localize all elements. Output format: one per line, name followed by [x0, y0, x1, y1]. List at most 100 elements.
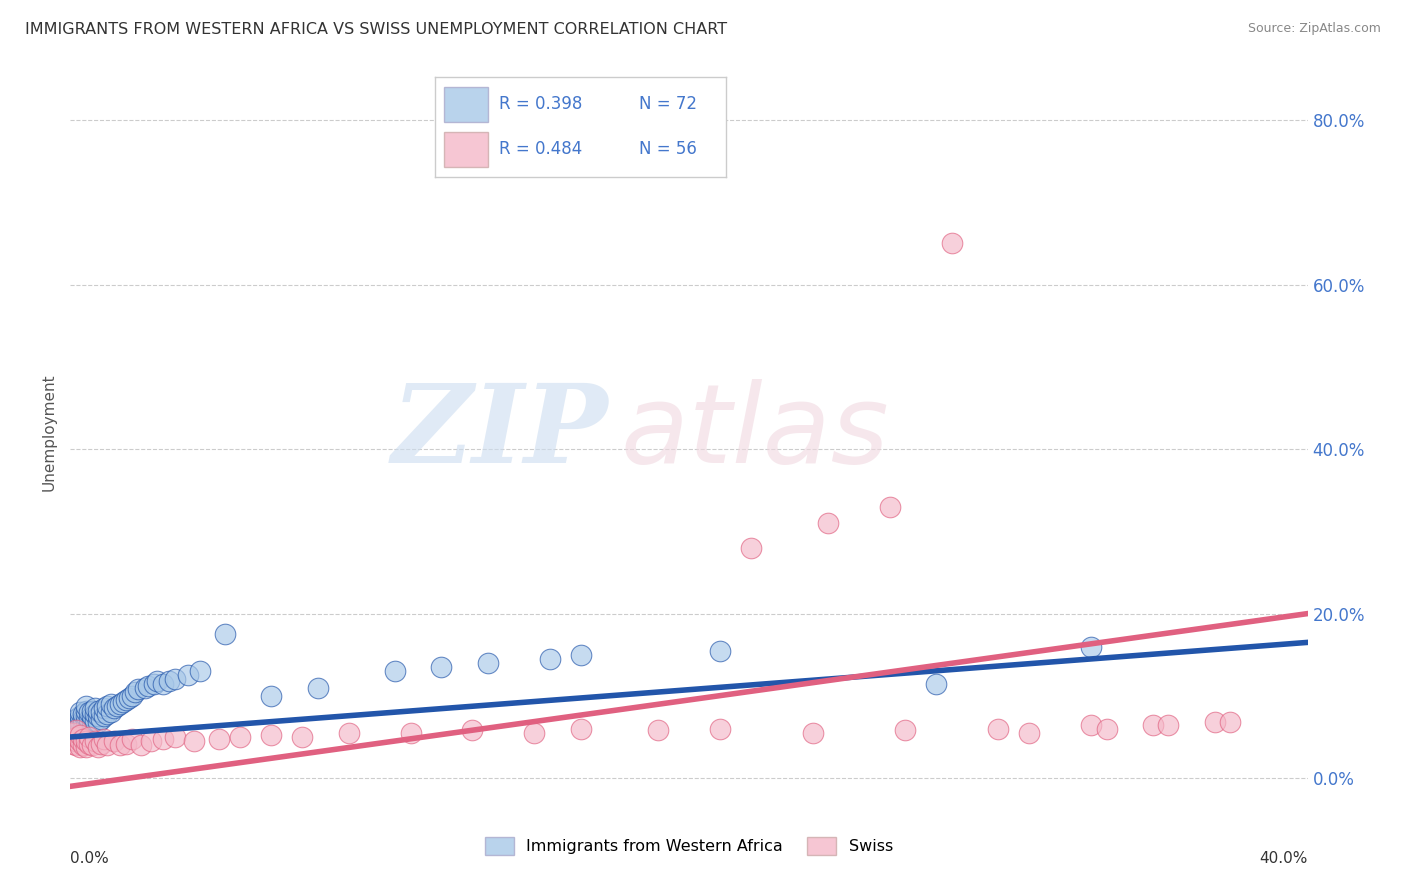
Point	[65, 734, 87, 748]
Point	[72, 738, 94, 752]
Point	[879, 500, 901, 514]
Point	[77, 717, 100, 731]
Point	[121, 689, 143, 703]
Point	[93, 701, 115, 715]
Point	[93, 731, 115, 746]
Point	[84, 701, 107, 715]
Point	[111, 695, 134, 709]
Point	[65, 715, 87, 730]
Point	[165, 730, 187, 744]
Text: atlas: atlas	[621, 379, 890, 486]
Point	[1080, 717, 1102, 731]
Point	[152, 676, 174, 690]
Point	[72, 706, 94, 721]
Point	[987, 722, 1010, 736]
Point	[65, 723, 87, 738]
Point	[84, 714, 107, 728]
Point	[87, 704, 110, 718]
Point	[62, 722, 84, 736]
Point	[80, 709, 103, 723]
Point	[103, 701, 125, 715]
Point	[1080, 640, 1102, 654]
Point	[80, 738, 103, 752]
Point	[709, 643, 731, 657]
Point	[93, 709, 115, 723]
Point	[647, 723, 669, 738]
Point	[941, 236, 963, 251]
Point	[80, 715, 103, 730]
Point	[84, 706, 107, 721]
Point	[115, 737, 138, 751]
Legend: Immigrants from Western Africa, Swiss: Immigrants from Western Africa, Swiss	[478, 830, 900, 862]
Point	[87, 715, 110, 730]
Text: Source: ZipAtlas.com: Source: ZipAtlas.com	[1247, 22, 1381, 36]
Point	[100, 697, 122, 711]
Point	[139, 734, 162, 748]
Point	[208, 731, 231, 746]
Point	[214, 627, 236, 641]
Point	[77, 706, 100, 720]
Point	[72, 731, 94, 746]
Point	[62, 717, 84, 731]
Point	[65, 730, 87, 744]
Point	[165, 673, 187, 687]
Point	[75, 715, 97, 730]
Point	[65, 723, 87, 738]
Point	[65, 730, 87, 744]
Point	[127, 682, 149, 697]
Point	[260, 728, 283, 742]
Point	[65, 720, 87, 734]
Point	[69, 709, 91, 723]
Point	[90, 706, 112, 720]
Point	[87, 739, 110, 754]
Point	[229, 730, 252, 744]
Point	[337, 726, 360, 740]
Point	[84, 734, 107, 748]
Point	[69, 717, 91, 731]
Point	[72, 712, 94, 726]
Point	[75, 720, 97, 734]
Point	[103, 734, 125, 748]
Point	[523, 726, 546, 740]
Point	[100, 706, 122, 720]
Point	[177, 668, 200, 682]
Point	[65, 738, 87, 752]
Point	[1204, 715, 1226, 730]
Point	[817, 516, 839, 530]
Point	[569, 722, 592, 736]
Point	[307, 681, 329, 695]
Point	[69, 739, 91, 754]
Point	[62, 731, 84, 746]
Point	[1157, 717, 1180, 731]
Point	[108, 738, 131, 752]
Point	[188, 664, 211, 678]
Point	[69, 722, 91, 736]
Point	[124, 685, 146, 699]
Point	[121, 731, 143, 746]
Point	[291, 730, 314, 744]
Point	[801, 726, 824, 740]
Text: 0.0%: 0.0%	[70, 851, 110, 866]
Point	[152, 731, 174, 746]
Point	[740, 541, 762, 555]
Point	[62, 726, 84, 740]
Point	[569, 648, 592, 662]
Point	[894, 723, 917, 738]
Point	[146, 674, 169, 689]
Point	[69, 714, 91, 728]
Point	[62, 737, 84, 751]
Point	[1018, 726, 1040, 740]
Point	[72, 723, 94, 738]
Point	[77, 737, 100, 751]
Point	[925, 676, 948, 690]
Point	[183, 734, 205, 748]
Point	[77, 730, 100, 744]
Point	[709, 722, 731, 736]
Point	[157, 674, 180, 689]
Point	[72, 717, 94, 731]
Point	[96, 698, 118, 713]
Point	[80, 722, 103, 736]
Point	[75, 704, 97, 718]
Text: IMMIGRANTS FROM WESTERN AFRICA VS SWISS UNEMPLOYMENT CORRELATION CHART: IMMIGRANTS FROM WESTERN AFRICA VS SWISS …	[25, 22, 727, 37]
Point	[477, 656, 499, 670]
